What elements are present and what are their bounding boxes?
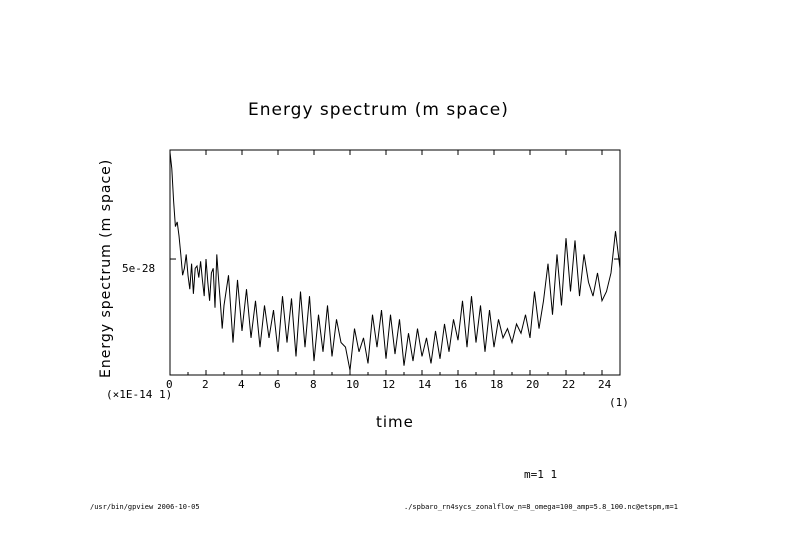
plot-frame	[169, 149, 621, 376]
chart-title: Energy spectrum (m space)	[248, 100, 509, 120]
series-line-group	[169, 152, 621, 371]
x-tick-label: 2	[202, 378, 209, 391]
footer-left: /usr/bin/gpview 2006-10-05	[90, 503, 200, 511]
x-tick-label: 22	[562, 378, 576, 391]
series-line-0	[169, 152, 621, 371]
y-tick-label: 5e-28	[122, 262, 156, 275]
x-tick-label: 18	[490, 378, 504, 391]
x-tick-label: 20	[526, 378, 540, 391]
x-scale-note: (×1E-14 1)	[106, 388, 173, 401]
x-axis-label: time	[376, 413, 414, 431]
x-tick-label: 16	[454, 378, 468, 391]
x-tick-label: 0	[166, 378, 173, 391]
x-tick-label: 6	[274, 378, 281, 391]
x-unit-note: (1)	[609, 396, 629, 409]
legend-text: m=1 1	[524, 468, 558, 481]
x-tick-label: 10	[346, 378, 360, 391]
x-tick-label: 14	[418, 378, 432, 391]
footer-right: ./spbaro_rn4sycs_zonalflow_n=8_omega=100…	[404, 503, 678, 511]
y-axis-label: Energy spectrum (m space)	[98, 158, 114, 378]
tick-group	[169, 150, 620, 375]
x-tick-label: 8	[310, 378, 317, 391]
x-tick-label: 12	[382, 378, 396, 391]
x-tick-label: 4	[238, 378, 245, 391]
x-tick-label: 24	[598, 378, 612, 391]
